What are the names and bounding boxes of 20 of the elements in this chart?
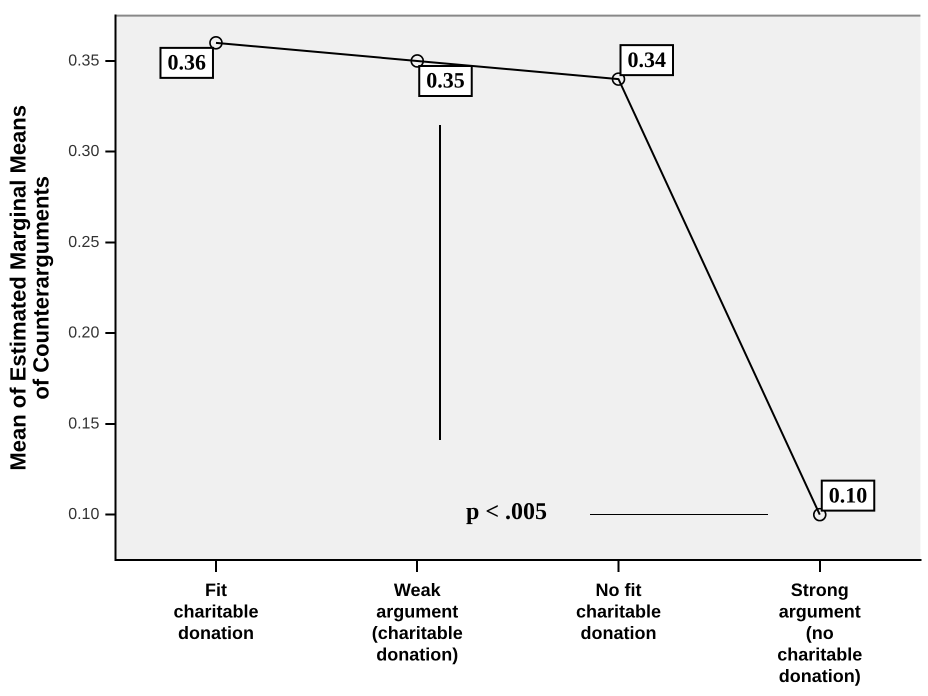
y-tick-label: 0.15 <box>68 415 100 432</box>
y-tick-label: 0.10 <box>68 506 100 524</box>
x-tick-label: Strong argument (no charitable donation) <box>777 580 862 686</box>
y-tick-label: 0.25 <box>68 234 100 251</box>
data-label: 0.35 <box>426 68 465 93</box>
y-axis-title: Mean of Estimated Marginal Means of Counterarguments <box>6 105 54 471</box>
annotation: p < .005 <box>466 498 548 525</box>
x-tick-label: No fit charitable donation <box>576 580 662 643</box>
y-tick-label: 0.35 <box>68 52 100 70</box>
point <box>812 508 827 522</box>
y-tick-label: 0.30 <box>68 143 100 160</box>
x-tick-label: Weak argument (charitable donation) <box>372 580 463 665</box>
point <box>612 72 626 86</box>
point <box>209 36 223 50</box>
data-label: 0.10 <box>828 482 868 508</box>
x-tick-label: Fit charitable donation <box>173 580 258 643</box>
data-label: 0.34 <box>628 46 666 72</box>
point <box>410 54 424 68</box>
data-label: 0.36 <box>167 50 206 75</box>
y-tick-label: 0.20 <box>68 324 100 342</box>
